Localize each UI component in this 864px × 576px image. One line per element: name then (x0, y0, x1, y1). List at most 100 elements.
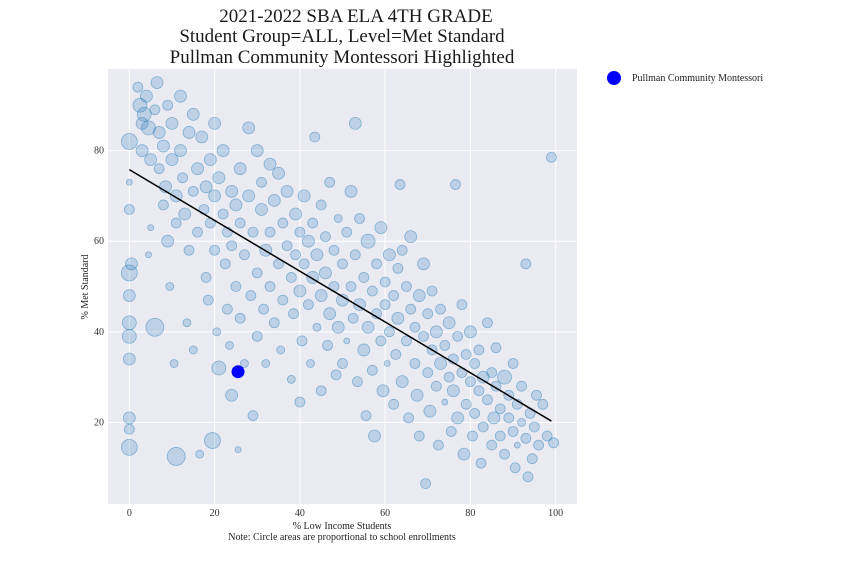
data-point (330, 369, 342, 381)
data-point (145, 317, 165, 337)
data-point (212, 171, 226, 185)
x-tick-label: 100 (548, 508, 563, 519)
data-point (441, 398, 449, 406)
data-point (145, 251, 152, 259)
data-point (211, 360, 227, 376)
data-point (390, 349, 402, 360)
data-point (191, 162, 204, 176)
data-point (174, 144, 187, 157)
data-point (225, 388, 239, 402)
data-point (379, 276, 391, 288)
data-point (152, 126, 166, 139)
legend: Pullman Community Montessori (607, 71, 763, 85)
data-point (125, 178, 133, 186)
data-point (376, 384, 390, 398)
data-point (541, 430, 553, 442)
data-point (250, 144, 264, 157)
data-point (503, 412, 515, 424)
data-point (255, 203, 268, 216)
data-point (247, 410, 259, 422)
data-point (310, 248, 324, 262)
data-point (469, 407, 481, 419)
data-point (144, 153, 158, 167)
data-point (188, 345, 198, 355)
data-point (477, 421, 489, 433)
data-point (410, 388, 424, 402)
data-point (401, 281, 412, 292)
data-point (516, 380, 527, 392)
data-point (343, 337, 351, 345)
data-point (548, 437, 559, 449)
data-point (482, 394, 493, 406)
data-point (490, 342, 502, 354)
data-point (245, 290, 257, 301)
data-point (442, 316, 456, 330)
x-axis-ticks: 0 20 40 60 80 100 (127, 508, 563, 519)
grid-lines (108, 69, 577, 504)
data-point (225, 341, 234, 350)
data-point (429, 325, 443, 339)
data-point (234, 217, 246, 229)
data-point (520, 432, 532, 444)
data-point (177, 172, 189, 184)
data-point (347, 312, 359, 324)
data-point (135, 116, 149, 130)
data-point (533, 439, 545, 451)
data-point (203, 153, 217, 167)
data-point (306, 359, 315, 368)
data-point (216, 144, 230, 157)
data-point (182, 126, 196, 139)
data-point (420, 478, 432, 490)
data-point (522, 471, 534, 483)
data-point (391, 311, 405, 325)
data-point (487, 411, 501, 425)
data-point (354, 213, 365, 224)
data-point (165, 282, 175, 291)
data-point (353, 298, 366, 312)
data-point (251, 330, 263, 342)
data-point (120, 438, 138, 456)
data-point (309, 131, 321, 143)
data-point (375, 335, 387, 347)
data-point (450, 179, 461, 190)
data-point (277, 217, 289, 229)
data-point (520, 258, 532, 270)
data-point (149, 104, 161, 116)
data-point (345, 281, 357, 292)
data-point (296, 335, 308, 347)
data-point (294, 226, 306, 238)
data-point (469, 358, 481, 369)
data-point (267, 194, 281, 207)
y-axis-label: % Met Standard (80, 255, 91, 320)
data-point (294, 396, 306, 408)
data-point (433, 439, 444, 451)
data-point (263, 157, 277, 171)
data-point (344, 184, 358, 198)
data-point (513, 441, 521, 449)
data-point (360, 410, 372, 422)
data-point (195, 130, 209, 144)
data-point (528, 421, 540, 433)
data-point (467, 430, 478, 442)
data-point (464, 325, 477, 339)
data-point (230, 281, 242, 292)
data-point (349, 249, 361, 261)
data-point (434, 357, 447, 370)
data-point (546, 151, 557, 163)
data-point (289, 207, 303, 221)
data-point (226, 240, 238, 252)
data-point (272, 166, 285, 180)
data-point (368, 429, 381, 443)
data-point (422, 308, 434, 320)
data-point (165, 153, 179, 167)
data-point (337, 258, 348, 270)
data-point (456, 299, 468, 311)
data-point (404, 230, 418, 244)
data-point (277, 294, 289, 306)
data-point (383, 326, 395, 338)
data-point (409, 358, 421, 369)
data-point (486, 439, 498, 451)
data-point (452, 330, 464, 342)
data-point (125, 257, 138, 271)
data-point (122, 289, 136, 302)
